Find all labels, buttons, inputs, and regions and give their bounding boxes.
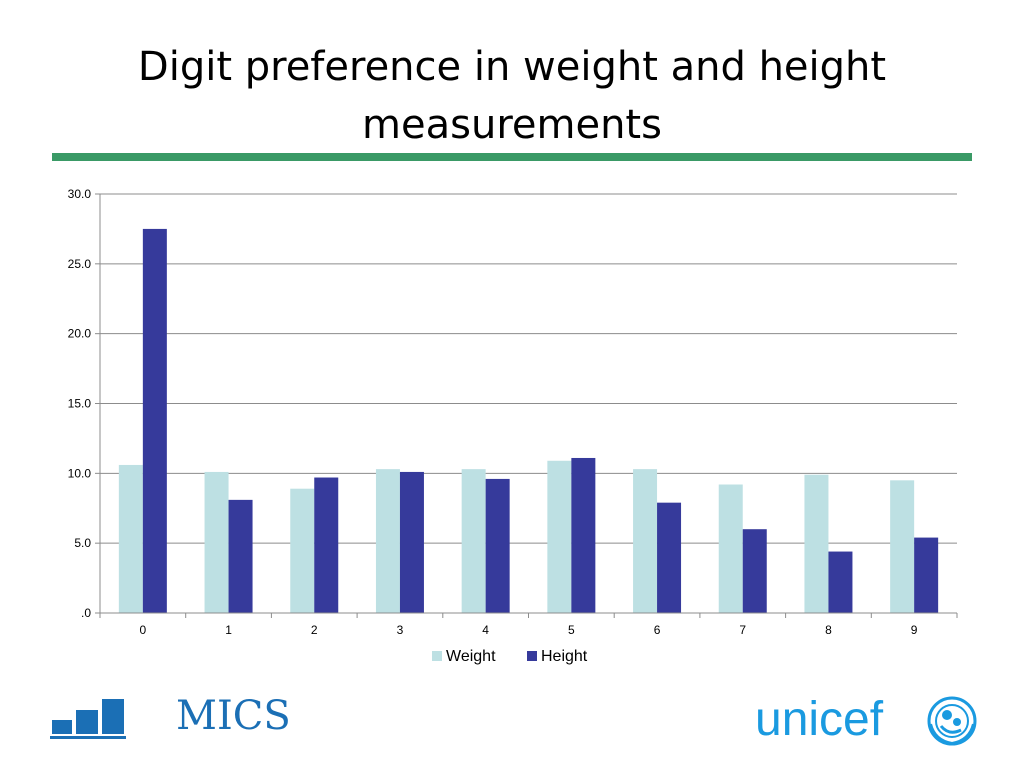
legend-label: Weight	[446, 648, 496, 665]
bar-height	[485, 478, 510, 613]
bar-weight	[118, 464, 143, 613]
mics-logo-text: MICS	[176, 693, 291, 739]
y-tick-label: 10.0	[68, 466, 92, 480]
bar-weight	[890, 480, 915, 613]
bar-weight	[375, 469, 400, 613]
bar-weight	[718, 484, 743, 613]
unicef-emblem-icon	[927, 696, 977, 746]
legend-swatch	[527, 651, 537, 661]
x-tick-label: 3	[397, 623, 404, 637]
bar-weight	[290, 488, 315, 613]
x-tick-label: 7	[739, 623, 746, 637]
bar-weight	[804, 474, 829, 613]
y-tick-label: 5.0	[74, 536, 91, 550]
x-tick-label: 2	[311, 623, 318, 637]
title-divider	[52, 153, 972, 161]
bar-height	[571, 457, 596, 613]
y-tick-label: .0	[81, 606, 91, 620]
bar-height	[657, 502, 682, 613]
x-tick-label: 4	[482, 623, 489, 637]
y-tick-label: 20.0	[68, 327, 92, 341]
x-tick-label: 6	[654, 623, 661, 637]
y-tick-label: 30.0	[68, 187, 92, 201]
y-tick-label: 25.0	[68, 257, 92, 271]
x-tick-label: 1	[225, 623, 232, 637]
x-tick-label: 0	[140, 623, 147, 637]
mics-bars-icon	[50, 699, 126, 739]
legend-swatch	[432, 651, 442, 661]
x-tick-label: 5	[568, 623, 575, 637]
bar-height	[828, 551, 853, 613]
bar-weight	[461, 469, 486, 613]
bar-height	[914, 537, 939, 613]
bar-weight	[204, 471, 229, 613]
unicef-logo-text: unicef	[755, 693, 884, 746]
unicef-logo: unicef	[755, 694, 985, 750]
page-title: Digit preference in weight and height me…	[137, 44, 887, 148]
bar-height	[228, 499, 253, 613]
x-tick-label: 8	[825, 623, 832, 637]
x-tick-label: 9	[911, 623, 918, 637]
bar-height	[399, 471, 424, 613]
mics-logo: MICS	[50, 693, 291, 742]
legend-label: Height	[541, 648, 588, 665]
bar-weight	[547, 460, 572, 613]
bar-height	[142, 228, 167, 613]
bar-height	[742, 529, 767, 613]
bar-weight	[633, 469, 658, 613]
y-tick-label: 15.0	[68, 397, 92, 411]
bar-height	[314, 477, 339, 613]
